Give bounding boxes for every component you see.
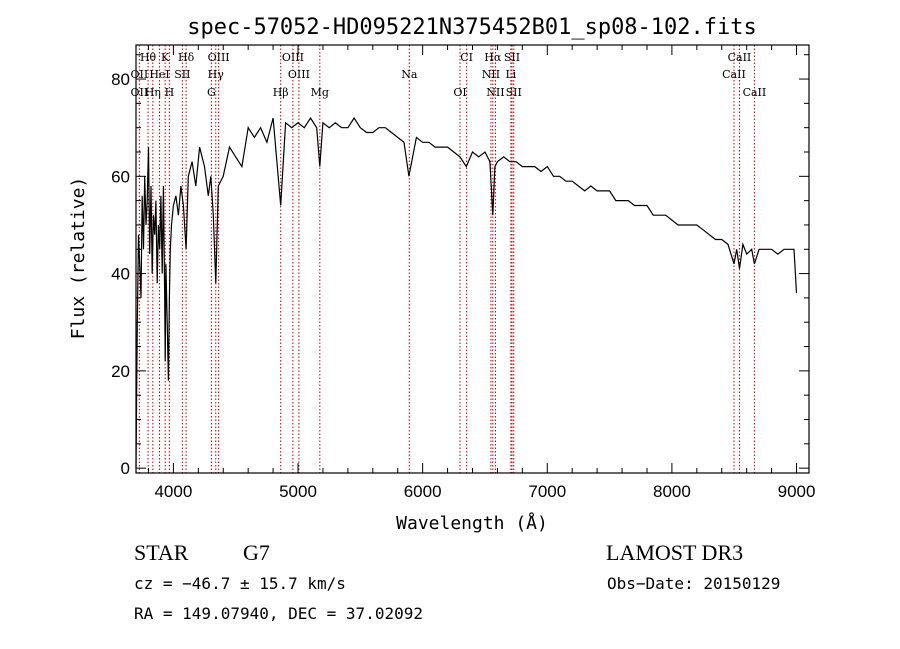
observation-date: Obs−Date: 20150129	[607, 574, 781, 593]
y-tick-label: 40	[111, 265, 130, 284]
line-id-label: SII	[174, 68, 190, 81]
object-subclass: G7	[243, 540, 270, 565]
line-id-label: Mg	[311, 86, 329, 99]
x-tick-label: 9000	[778, 482, 816, 501]
line-id-label: HeI	[149, 68, 169, 81]
x-tick-label: 8000	[653, 482, 691, 501]
line-id-label: Hδ	[178, 51, 195, 64]
plot-frame	[135, 44, 810, 474]
line-id-label: Hη	[145, 86, 161, 99]
y-axis-label: Flux (relative)	[68, 177, 89, 340]
x-axis-label: Wavelength (Å)	[396, 512, 548, 534]
line-id-label: OII	[131, 86, 149, 99]
coordinates: RA = 149.07940, DEC = 37.02092	[134, 604, 423, 623]
x-tick-label: 6000	[404, 482, 442, 501]
line-id-label: OIII	[282, 51, 304, 64]
line-id-label: CI	[460, 51, 473, 64]
chart-title: spec-57052-HD095221N375452B01_sp08-102.f…	[187, 15, 757, 40]
line-id-label: Hα	[484, 51, 502, 64]
line-id-label: H	[165, 86, 175, 99]
line-id-label: Hβ	[273, 86, 289, 99]
line-id-label: CaII	[728, 51, 752, 64]
line-id-label: OIII	[288, 68, 310, 81]
line-id-label: CaII	[743, 86, 767, 99]
object-class: STAR	[134, 540, 189, 565]
line-id-label: G	[207, 86, 216, 99]
spectrum-line	[135, 116, 798, 469]
x-tick-label: 4000	[154, 482, 192, 501]
line-id-label: Li	[505, 68, 516, 81]
line-id-label: K	[161, 51, 170, 64]
line-id-label: NII	[486, 86, 504, 99]
y-tick-label: 0	[121, 459, 130, 478]
line-id-label: CaII	[722, 68, 746, 81]
line-id-label: OI	[453, 86, 466, 99]
line-id-label: SII	[504, 51, 520, 64]
line-id-label: OII	[131, 68, 149, 81]
line-id-label: Hγ	[208, 68, 225, 81]
line-id-label: Hθ	[140, 51, 157, 64]
x-tick-label: 7000	[528, 482, 566, 501]
line-id-label: NII	[482, 68, 500, 81]
line-id-label: SII	[506, 86, 522, 99]
y-tick-label: 20	[111, 362, 130, 381]
axis-ticks: 4000 5000 6000 7000 8000 9000 0 20 40 60 80	[111, 45, 815, 501]
y-tick-label: 60	[111, 167, 130, 186]
y-tick-label: 80	[111, 70, 130, 89]
survey-name: LAMOST DR3	[606, 540, 744, 565]
line-id-label: Na	[401, 68, 418, 81]
redshift-value: cz = −46.7 ± 15.7 km/s	[134, 574, 346, 593]
x-tick-label: 5000	[279, 482, 317, 501]
line-id-label: OIII	[208, 51, 230, 64]
line-marker-layer	[138, 45, 755, 473]
